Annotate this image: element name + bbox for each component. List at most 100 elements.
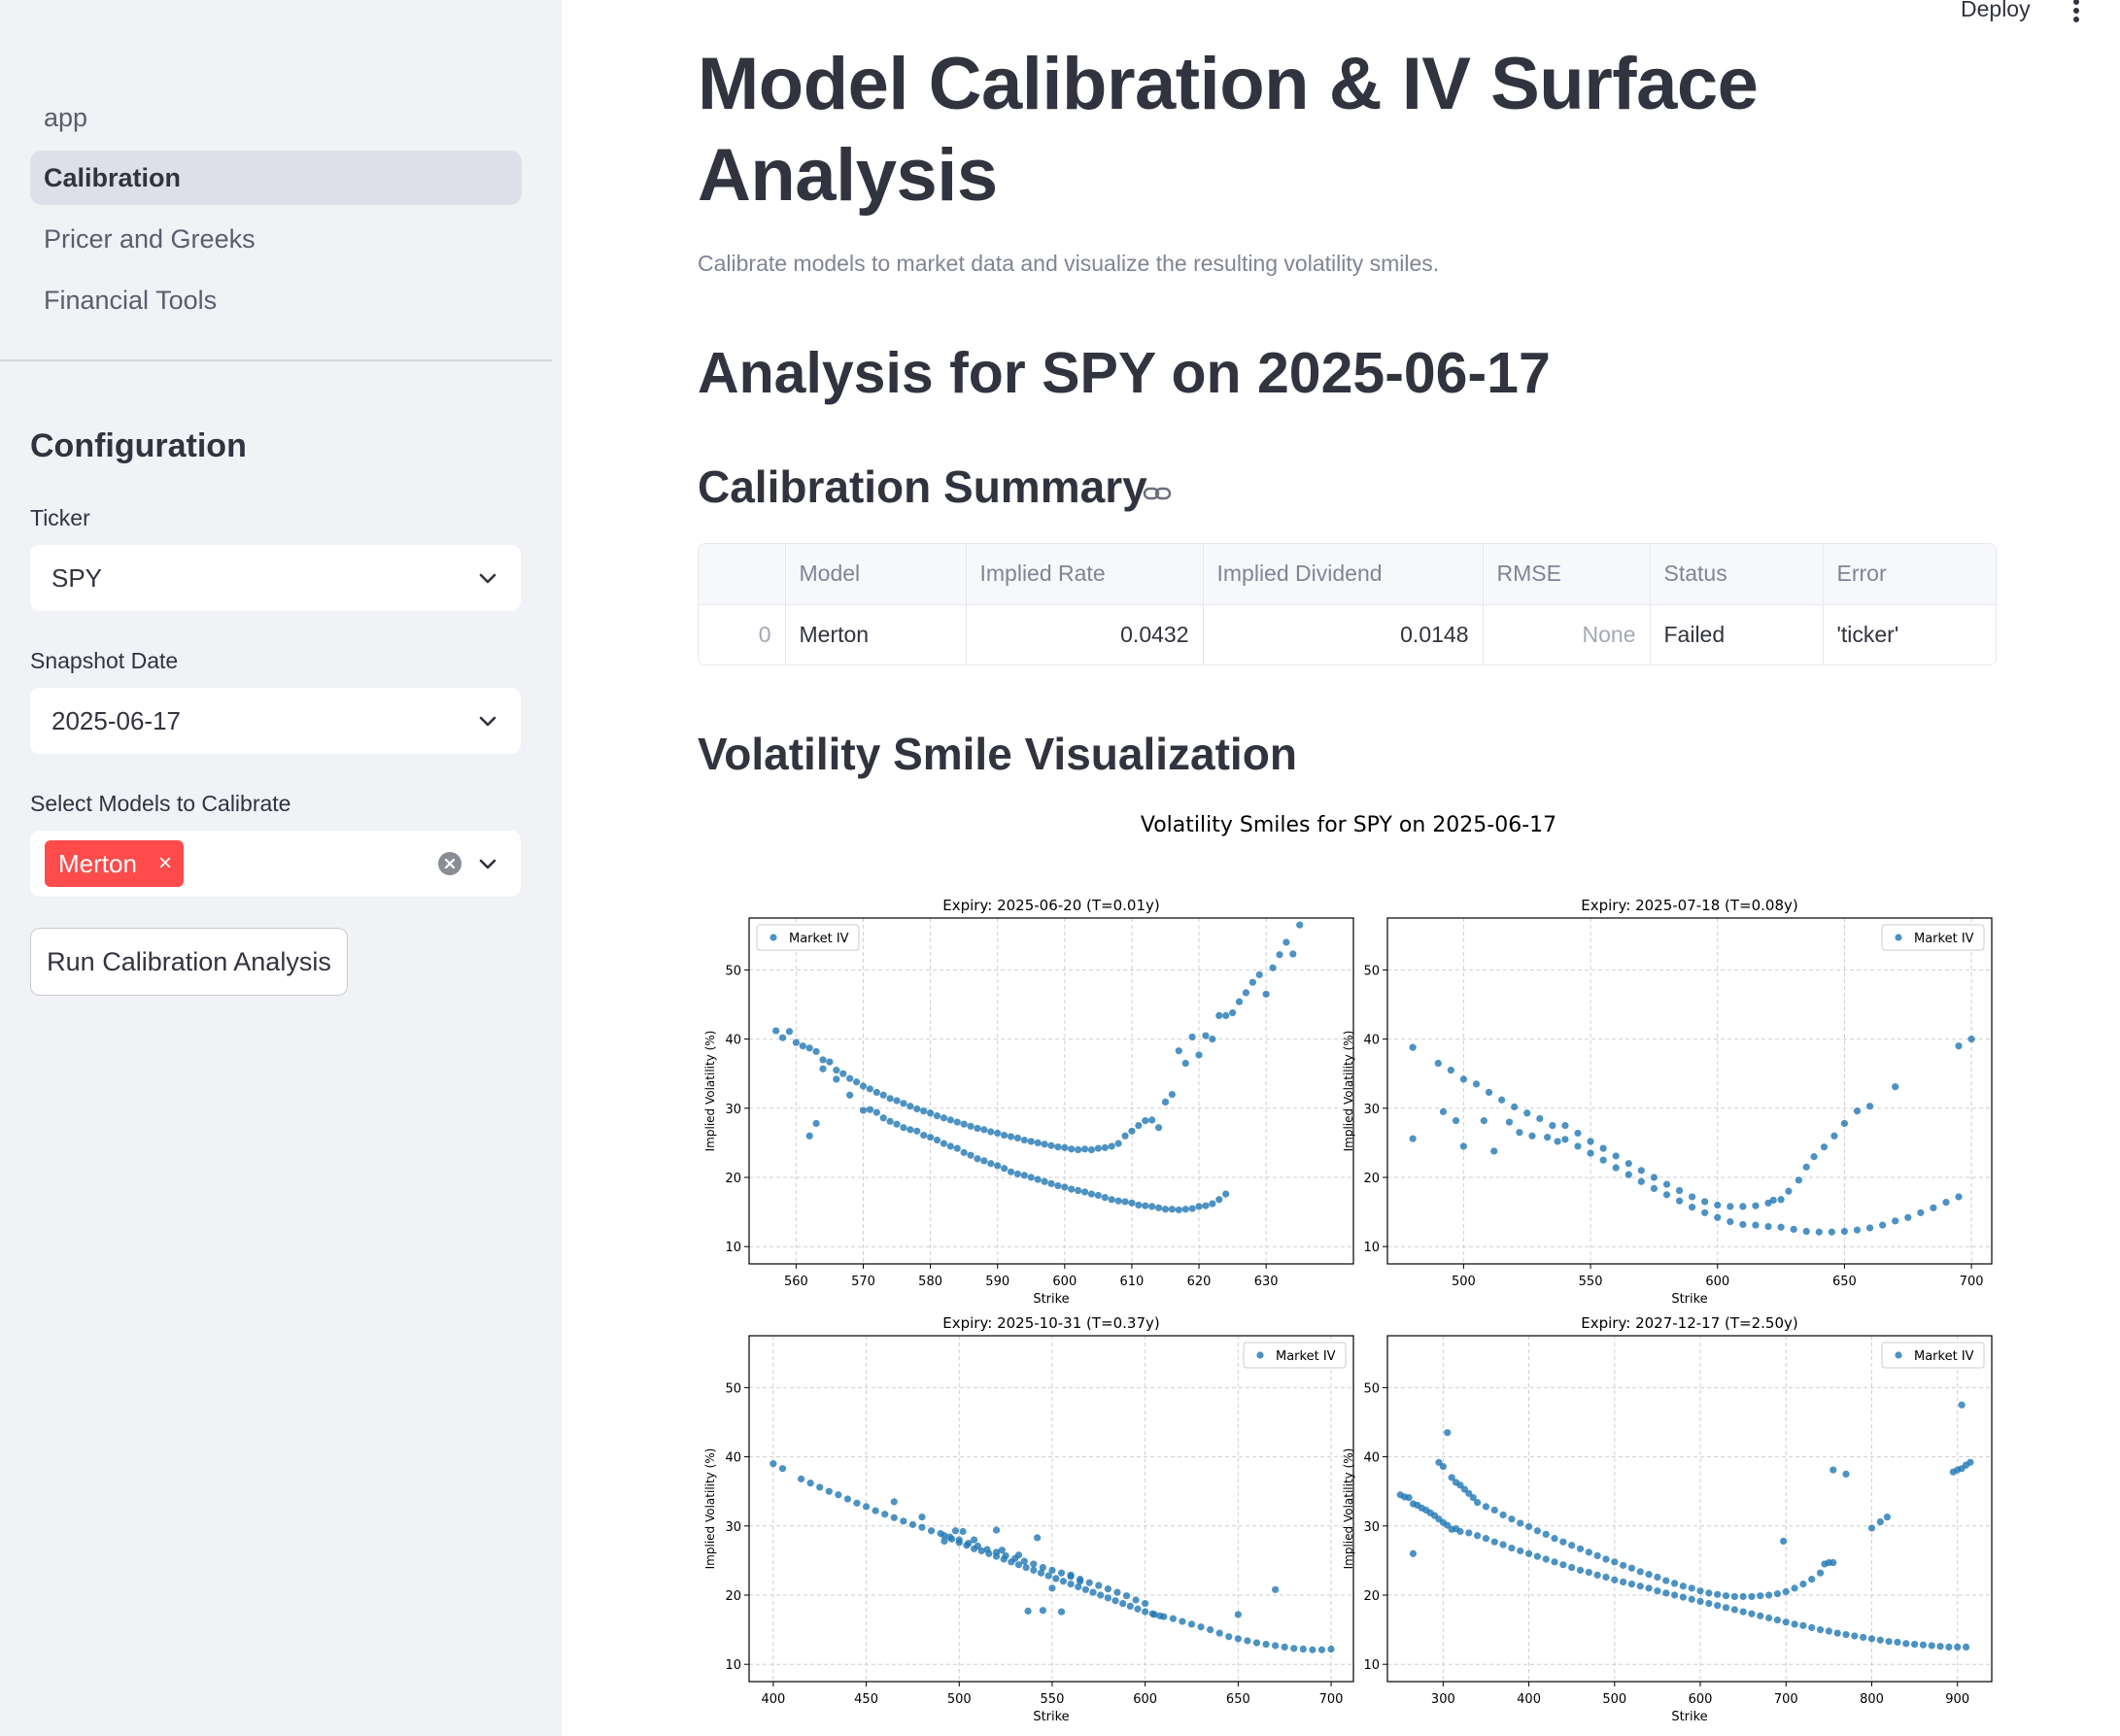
sidebar-item-app[interactable]: app	[44, 103, 88, 132]
data-point	[1602, 1573, 1610, 1582]
data-point	[1828, 1228, 1835, 1236]
data-point	[1013, 1170, 1022, 1178]
column-header-rmse[interactable]: RMSE	[1483, 544, 1651, 605]
data-point	[1439, 1462, 1447, 1471]
cell-error[interactable]: 'ticker'	[1836, 621, 1899, 647]
column-header-model[interactable]: Model	[785, 544, 967, 605]
data-point	[1599, 1156, 1607, 1164]
data-point	[1290, 1645, 1298, 1652]
cell-implied-rate[interactable]: 0.0432	[966, 604, 1204, 664]
plot-frame	[748, 1335, 1354, 1683]
data-point	[1536, 1114, 1544, 1123]
sidebar-item-pricer-and-greeks[interactable]: Pricer and Greeks	[44, 224, 256, 254]
data-point	[1094, 1144, 1102, 1152]
data-point	[1825, 1627, 1832, 1635]
y-tick-label: 30	[1363, 1520, 1380, 1535]
data-point	[927, 1527, 936, 1535]
data-point	[1000, 1555, 1008, 1563]
data-point	[1936, 1643, 1944, 1651]
data-point	[1517, 1519, 1524, 1527]
deploy-button[interactable]: Deploy	[1961, 0, 2031, 21]
data-point	[951, 1527, 960, 1535]
data-point	[1867, 1524, 1876, 1532]
column-header-implied-dividend[interactable]: Implied Dividend	[1203, 544, 1484, 605]
volatility-smile-heading: Volatility Smile Visualization	[698, 729, 1297, 779]
data-point	[1459, 1075, 1468, 1083]
data-point	[1549, 1122, 1556, 1130]
column-header-error[interactable]: Error	[1823, 544, 1996, 605]
data-point	[1135, 1201, 1143, 1209]
more-menu-icon[interactable]	[2071, 0, 2081, 25]
data-point	[1075, 1583, 1082, 1591]
data-point	[1853, 1107, 1862, 1115]
data-point	[940, 1140, 948, 1147]
x-tick-label: 300	[1431, 1692, 1455, 1707]
data-point	[1128, 1127, 1136, 1135]
data-point	[797, 1475, 805, 1482]
cell-implied-dividend[interactable]: 0.0148	[1203, 604, 1484, 664]
data-point	[1542, 1555, 1550, 1563]
data-point	[1262, 990, 1270, 998]
data-point	[1485, 1088, 1493, 1097]
models-multiselect[interactable]: Merton ×	[30, 831, 521, 897]
snapshot-date-select[interactable]: 2025-06-17	[30, 688, 521, 754]
data-point	[1748, 1592, 1756, 1601]
data-point	[1121, 1198, 1129, 1206]
column-header-status[interactable]: Status	[1650, 544, 1824, 605]
data-point	[1132, 1596, 1140, 1604]
sidebar-item-financial-tools[interactable]: Financial Tools	[44, 286, 218, 315]
y-tick-label: 10	[725, 1658, 741, 1673]
data-point	[927, 1109, 935, 1117]
cell-model[interactable]: Merton	[785, 604, 967, 664]
cell-rmse[interactable]: None	[1483, 604, 1651, 664]
x-tick-label: 630	[1254, 1275, 1279, 1289]
data-point	[1135, 1122, 1143, 1130]
data-point	[1689, 1204, 1696, 1211]
data-point	[1022, 1563, 1030, 1572]
clear-icon[interactable]	[437, 851, 462, 876]
data-point	[1081, 1585, 1090, 1593]
data-point	[1087, 1190, 1096, 1198]
data-point	[1574, 1129, 1582, 1138]
data-point	[893, 1120, 901, 1128]
data-point	[1714, 1201, 1722, 1209]
link-icon[interactable]	[1142, 478, 1173, 509]
data-point	[816, 1483, 824, 1491]
x-axis-label: Strike	[1033, 1292, 1069, 1307]
sidebar-item-calibration[interactable]: Calibration	[30, 151, 522, 205]
legend-marker	[1895, 934, 1902, 941]
data-point	[1472, 1080, 1481, 1088]
data-point	[1041, 1140, 1048, 1148]
data-point	[1722, 1604, 1730, 1612]
data-point	[1490, 1506, 1498, 1515]
data-point	[1187, 1620, 1196, 1628]
x-tick-label: 600	[1689, 1692, 1713, 1707]
column-header-implied-rate[interactable]: Implied Rate	[966, 544, 1204, 605]
data-point	[1465, 1529, 1473, 1537]
data-point	[1234, 1611, 1242, 1618]
remove-tag-icon[interactable]: ×	[157, 850, 172, 876]
data-point	[1611, 1576, 1619, 1583]
data-point	[1701, 1208, 1709, 1216]
data-point	[1255, 970, 1263, 978]
data-point	[1452, 1117, 1460, 1125]
y-tick-label: 40	[1363, 1034, 1380, 1048]
snapshot-date-label: Snapshot Date	[30, 648, 179, 673]
data-point	[1456, 1527, 1464, 1536]
data-point	[1853, 1226, 1862, 1234]
y-tick-label: 30	[725, 1520, 741, 1535]
cell-status[interactable]: Failed	[1650, 604, 1824, 664]
column-header-index[interactable]	[699, 544, 786, 605]
ticker-select[interactable]: SPY	[30, 545, 521, 611]
data-point	[1039, 1563, 1046, 1572]
data-point	[1637, 1177, 1645, 1185]
data-point	[1624, 1171, 1632, 1178]
data-point	[967, 1122, 975, 1130]
data-point	[1791, 1584, 1798, 1592]
data-point	[1830, 1132, 1838, 1140]
data-point	[1052, 1575, 1060, 1583]
run-calibration-button[interactable]: Run Calibration Analysis	[30, 928, 348, 996]
data-point	[1574, 1142, 1582, 1150]
data-point	[872, 1108, 880, 1116]
data-point	[1561, 1136, 1569, 1143]
